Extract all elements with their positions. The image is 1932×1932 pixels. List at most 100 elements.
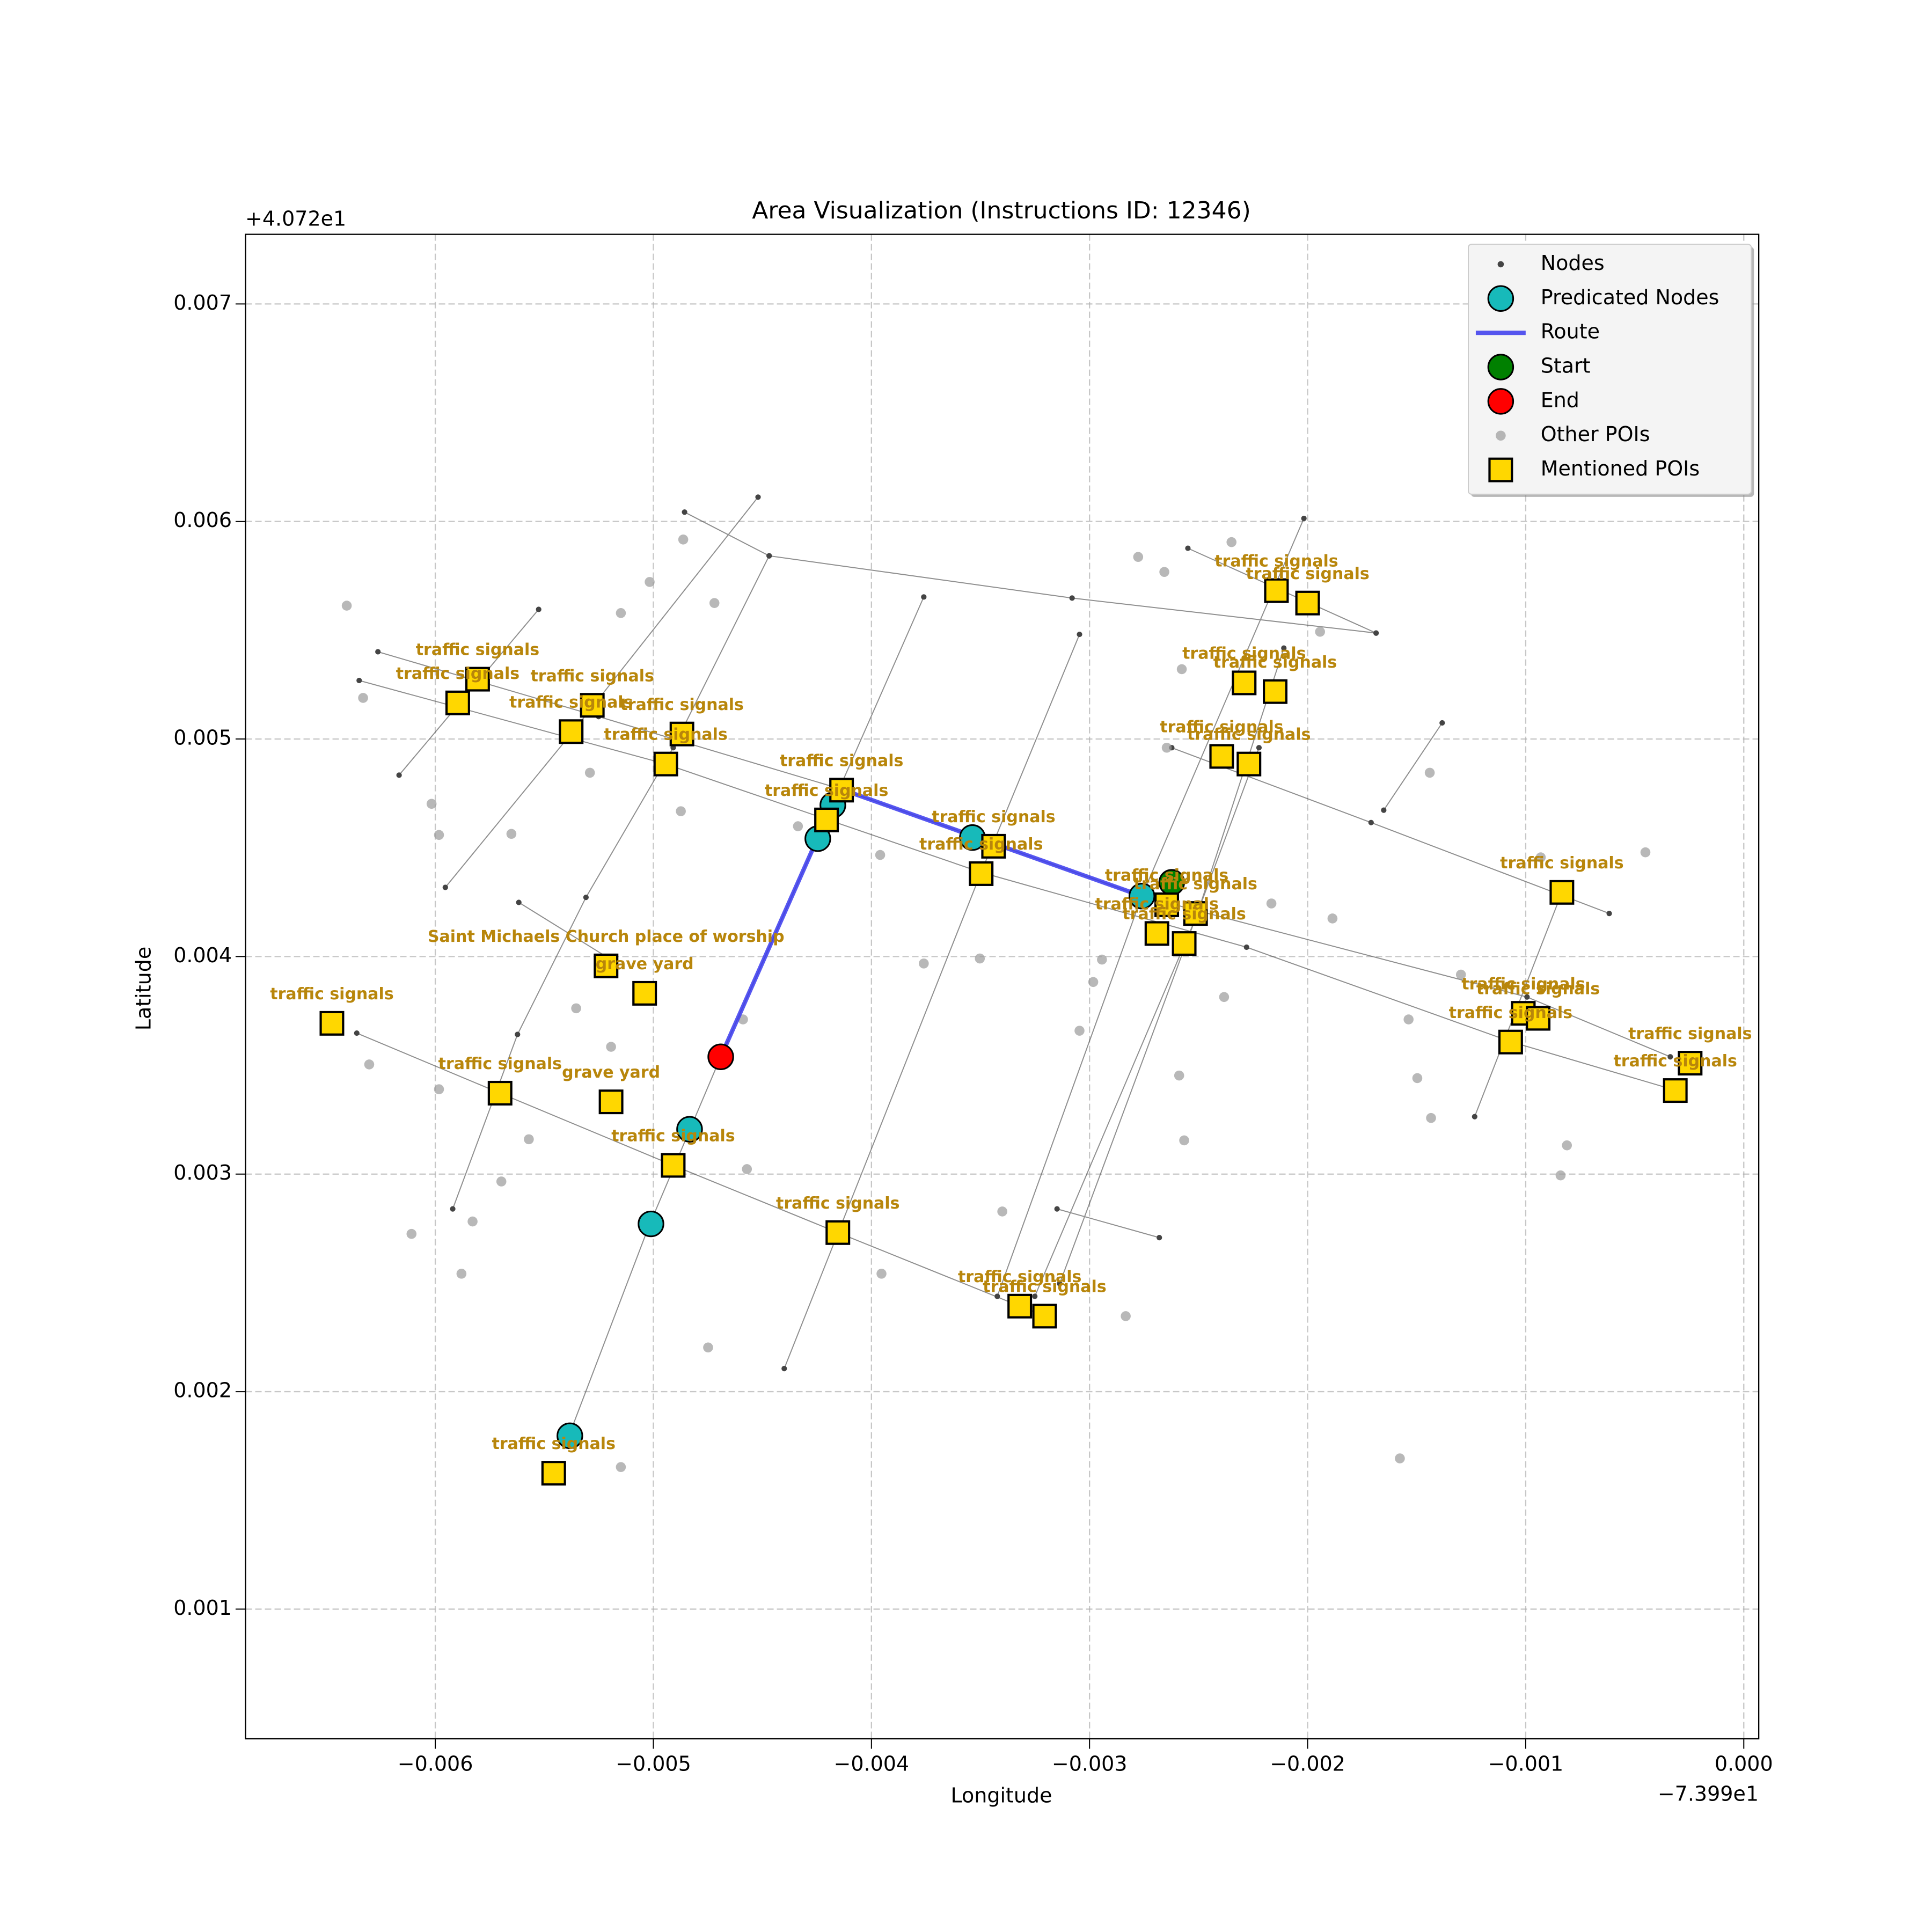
node <box>1368 819 1374 825</box>
other-poi <box>434 830 444 840</box>
other-poi <box>364 1059 375 1070</box>
axes-frame <box>245 233 1760 1740</box>
poi-label: traffic signals <box>530 667 654 685</box>
other-poi <box>1161 742 1172 753</box>
node <box>1439 720 1445 726</box>
poi-label: traffic signals <box>604 726 727 744</box>
node-marker <box>707 1043 734 1070</box>
other-poi <box>1174 1070 1184 1081</box>
mentioned-poi <box>1209 744 1234 769</box>
x-tick-label: −0.005 <box>616 1752 691 1775</box>
x-tick-label: −0.004 <box>833 1752 909 1775</box>
mentioned-poi <box>969 861 994 886</box>
other-poi <box>1159 567 1169 577</box>
node <box>781 1365 787 1372</box>
other-poi <box>919 958 929 969</box>
mentioned-poi <box>559 719 584 744</box>
poi-label: traffic signals <box>1122 905 1246 924</box>
mentioned-poi <box>653 751 678 777</box>
mentioned-poi <box>1236 751 1262 777</box>
node <box>994 1293 1000 1299</box>
node <box>1243 944 1249 950</box>
poi-label: traffic signals <box>1613 1052 1737 1071</box>
legend-marker <box>1487 354 1514 380</box>
mentioned-poi <box>580 693 605 718</box>
mentioned-poi <box>487 1080 513 1106</box>
poi-label: traffic signals <box>1187 726 1311 744</box>
node <box>515 1031 521 1037</box>
other-poi <box>703 1342 713 1353</box>
poi-label: traffic signals <box>958 1268 1081 1286</box>
legend-label: Start <box>1541 354 1591 378</box>
node <box>1185 545 1191 551</box>
node <box>450 1206 456 1212</box>
poi-label: traffic signals <box>1500 854 1623 873</box>
other-poi <box>496 1176 507 1187</box>
mentioned-poi <box>1007 1293 1033 1319</box>
other-poi <box>1219 992 1230 1002</box>
other-poi <box>1074 1026 1085 1036</box>
y-tick-label: 0.007 <box>173 291 232 314</box>
mentioned-poi <box>829 778 854 803</box>
mentioned-poi <box>1264 578 1289 603</box>
mentioned-poi <box>1144 921 1169 946</box>
other-poi <box>1562 1140 1572 1151</box>
mentioned-poi <box>541 1461 566 1486</box>
other-poi <box>1179 1135 1189 1146</box>
node <box>755 494 761 500</box>
node-marker <box>676 1116 703 1143</box>
other-poi <box>467 1216 478 1227</box>
mentioned-poi <box>1663 1078 1688 1103</box>
mentioned-poi <box>1154 892 1180 917</box>
other-poi <box>1315 626 1326 637</box>
node <box>516 899 522 905</box>
poi-label: traffic signals <box>416 641 539 660</box>
mentioned-poi <box>1172 931 1197 956</box>
y-tick-label: 0.002 <box>173 1379 232 1402</box>
legend-marker <box>1488 457 1513 482</box>
other-poi <box>1424 767 1435 778</box>
poi-label: traffic signals <box>1214 552 1338 571</box>
poi-label: traffic signals <box>919 835 1043 854</box>
mentioned-poi <box>1183 901 1208 926</box>
poi-label: traffic signals <box>1246 565 1369 583</box>
poi-label: traffic signals <box>1095 895 1219 913</box>
node <box>1256 745 1262 751</box>
legend-label: Route <box>1541 320 1600 343</box>
mentioned-poi <box>598 1089 624 1115</box>
other-poi <box>1327 913 1338 924</box>
node <box>396 772 402 778</box>
node-marker <box>638 1210 664 1238</box>
mentioned-poi <box>669 721 694 747</box>
node-marker <box>1128 882 1155 910</box>
poi-label: traffic signals <box>983 1277 1106 1296</box>
node <box>1373 630 1379 636</box>
other-poi <box>876 1269 887 1279</box>
poi-label: traffic signals <box>611 1127 735 1146</box>
node <box>1032 1293 1038 1299</box>
poi-label: traffic signals <box>776 1194 899 1213</box>
poi-label: traffic signals <box>1628 1024 1752 1043</box>
legend-marker <box>1497 261 1504 268</box>
other-poi <box>1412 1073 1423 1084</box>
other-poi <box>524 1134 534 1145</box>
x-offset-label: −7.399e1 <box>1658 1782 1759 1806</box>
y-tick-label: 0.001 <box>173 1596 232 1620</box>
node <box>375 649 381 655</box>
poi-label: traffic signals <box>270 985 393 1004</box>
other-poi <box>1455 969 1466 980</box>
other-poi <box>645 577 655 587</box>
poi-label: traffic signals <box>620 696 743 714</box>
node <box>1524 994 1530 1000</box>
other-poi <box>1555 1170 1566 1181</box>
mentioned-poi <box>1498 1029 1523 1055</box>
mentioned-poi <box>661 1153 686 1178</box>
other-poi <box>506 829 517 839</box>
poi-label: traffic signals <box>932 808 1055 826</box>
node <box>1281 645 1287 651</box>
poi-label: traffic signals <box>780 751 903 770</box>
poi-label: traffic signals <box>1182 645 1306 663</box>
mentioned-poi <box>1263 679 1287 704</box>
